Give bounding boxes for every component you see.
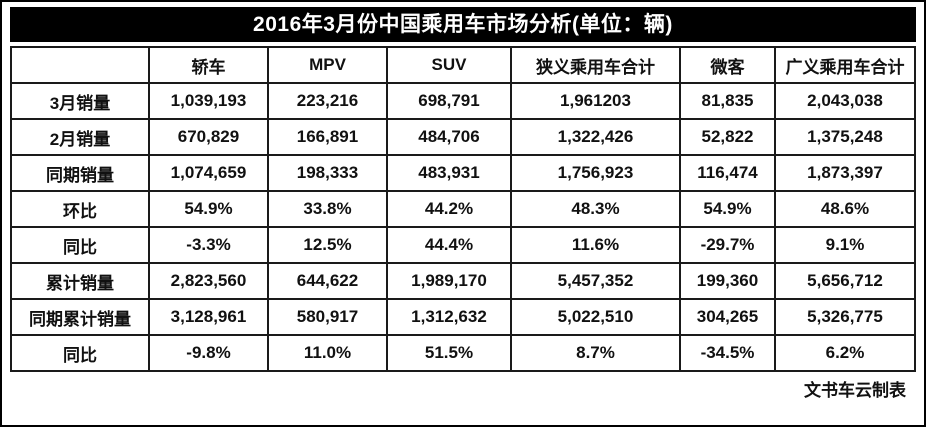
column-header: MPV xyxy=(267,46,388,84)
data-cell: 166,891 xyxy=(267,118,388,156)
data-cell: -34.5% xyxy=(679,334,776,372)
data-cell: 1,989,170 xyxy=(386,262,512,300)
data-cell: 223,216 xyxy=(267,82,388,120)
data-cell: 5,457,352 xyxy=(510,262,681,300)
data-cell: 198,333 xyxy=(267,154,388,192)
data-cell: 2,823,560 xyxy=(148,262,269,300)
row-label: 同期累计销量 xyxy=(10,298,150,336)
data-cell: 116,474 xyxy=(679,154,776,192)
row-label: 同比 xyxy=(10,334,150,372)
data-cell: 304,265 xyxy=(679,298,776,336)
data-cell: 1,961203 xyxy=(510,82,681,120)
table-row: 同期累计销量 3,128,961 580,917 1,312,632 5,022,510… xyxy=(10,298,916,336)
data-cell: 5,022,510 xyxy=(510,298,681,336)
data-cell: 54.9% xyxy=(148,190,269,228)
row-label: 累计销量 xyxy=(10,262,150,300)
data-cell: 48.6% xyxy=(774,190,916,228)
table-row: 环比 54.9% 33.8% 44.2% 48.3% 54.9% 48.6% xyxy=(10,190,916,228)
data-cell: 5,656,712 xyxy=(774,262,916,300)
data-cell: 6.2% xyxy=(774,334,916,372)
table-row: 2月销量 670,829 166,891 484,706 1,322,426 52,822… xyxy=(10,118,916,156)
data-cell: 1,039,193 xyxy=(148,82,269,120)
data-cell: 1,312,632 xyxy=(386,298,512,336)
table-row: 3月销量 1,039,193 223,216 698,791 1,961203 81,83… xyxy=(10,82,916,120)
data-cell: -29.7% xyxy=(679,226,776,264)
row-label: 环比 xyxy=(10,190,150,228)
corner-cell xyxy=(10,46,150,84)
data-cell: 48.3% xyxy=(510,190,681,228)
data-cell: 1,074,659 xyxy=(148,154,269,192)
column-header: 广义乘用车合计 xyxy=(774,46,916,84)
row-label: 同期销量 xyxy=(10,154,150,192)
data-cell: 1,756,923 xyxy=(510,154,681,192)
data-cell: 33.8% xyxy=(267,190,388,228)
data-cell: 11.6% xyxy=(510,226,681,264)
data-cell: 81,835 xyxy=(679,82,776,120)
data-cell: 51.5% xyxy=(386,334,512,372)
data-cell: 9.1% xyxy=(774,226,916,264)
row-label: 3月销量 xyxy=(10,82,150,120)
data-cell: -9.8% xyxy=(148,334,269,372)
data-cell: 644,622 xyxy=(267,262,388,300)
table-row: 同比 -9.8% 11.0% 51.5% 8.7% -34.5% 6.2% xyxy=(10,334,916,372)
column-header: 狭义乘用车合计 xyxy=(510,46,681,84)
table-row: 同比 -3.3% 12.5% 44.4% 11.6% -29.7% 9.1% xyxy=(10,226,916,264)
data-cell: 698,791 xyxy=(386,82,512,120)
data-cell: 483,931 xyxy=(386,154,512,192)
table-header-row: 轿车 MPV SUV 狭义乘用车合计 微客 广义乘用车合计 xyxy=(10,46,916,84)
data-cell: 8.7% xyxy=(510,334,681,372)
table-row: 累计销量 2,823,560 644,622 1,989,170 5,457,352 19… xyxy=(10,262,916,300)
data-cell: 580,917 xyxy=(267,298,388,336)
data-cell: 3,128,961 xyxy=(148,298,269,336)
data-cell: 52,822 xyxy=(679,118,776,156)
data-cell: 11.0% xyxy=(267,334,388,372)
column-header: 微客 xyxy=(679,46,776,84)
data-cell: 2,043,038 xyxy=(774,82,916,120)
page-title: 2016年3月份中国乘用车市场分析(单位：辆) xyxy=(10,7,916,42)
data-cell: -3.3% xyxy=(148,226,269,264)
data-cell: 1,322,426 xyxy=(510,118,681,156)
data-cell: 199,360 xyxy=(679,262,776,300)
data-cell: 5,326,775 xyxy=(774,298,916,336)
data-cell: 484,706 xyxy=(386,118,512,156)
column-header: SUV xyxy=(386,46,512,84)
data-cell: 44.4% xyxy=(386,226,512,264)
data-cell: 670,829 xyxy=(148,118,269,156)
row-label: 2月销量 xyxy=(10,118,150,156)
data-cell: 44.2% xyxy=(386,190,512,228)
column-header: 轿车 xyxy=(148,46,269,84)
data-cell: 12.5% xyxy=(267,226,388,264)
data-cell: 1,873,397 xyxy=(774,154,916,192)
table-credit: 文书车云制表 xyxy=(804,381,906,400)
row-label: 同比 xyxy=(10,226,150,264)
market-analysis-table: 轿车 MPV SUV 狭义乘用车合计 微客 广义乘用车合计 3月销量 1,039,193 22… xyxy=(10,46,916,372)
table-row: 同期销量 1,074,659 198,333 483,931 1,756,923 116,… xyxy=(10,154,916,192)
data-cell: 54.9% xyxy=(679,190,776,228)
data-cell: 1,375,248 xyxy=(774,118,916,156)
